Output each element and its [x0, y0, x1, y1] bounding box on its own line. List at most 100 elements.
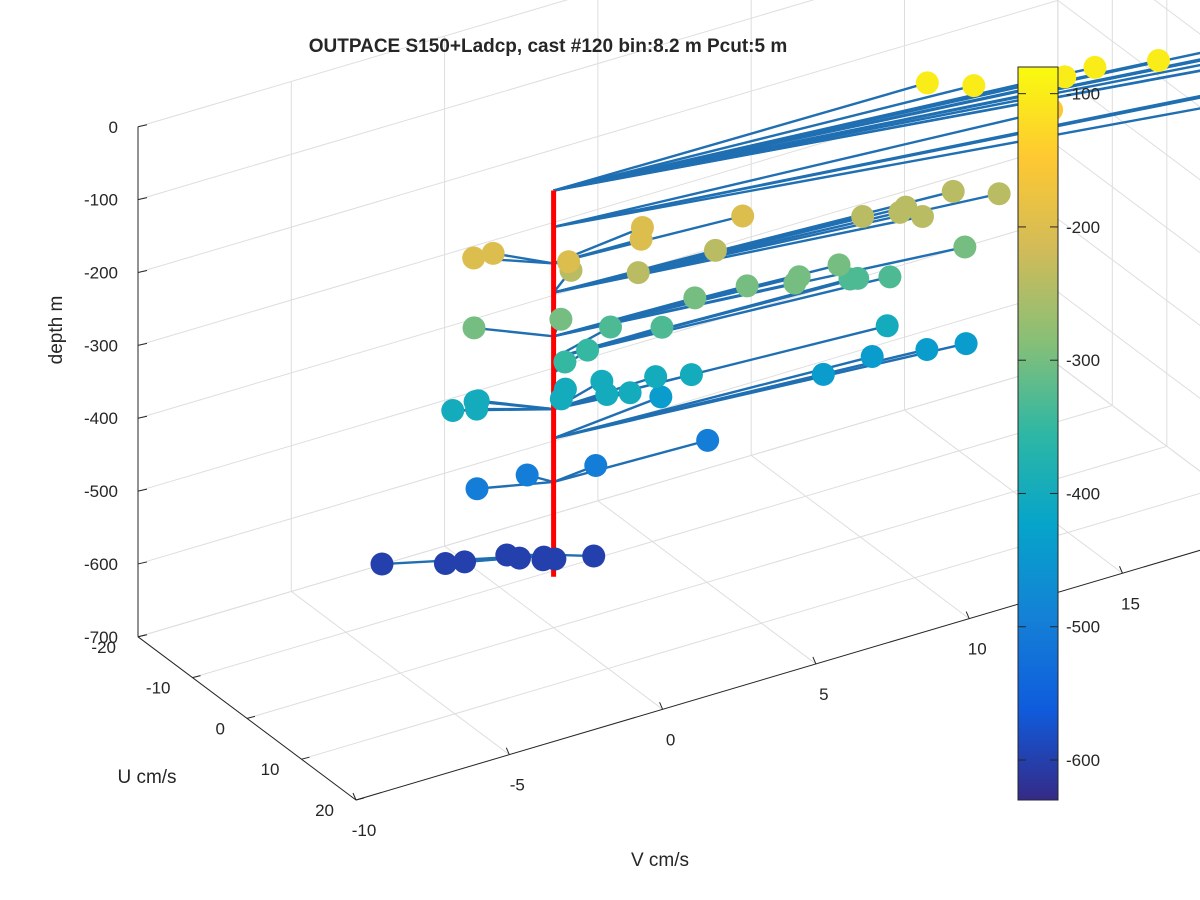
velocity-stem: [553, 96, 1200, 229]
grid-line: [137, 0, 569, 128]
z-axis-label: depth m: [46, 296, 67, 365]
data-point: [1053, 65, 1077, 89]
z-tick-mark: [137, 197, 148, 201]
data-point: [888, 200, 912, 224]
colorbar-tick-label: -600: [1066, 751, 1100, 770]
data-point: [595, 383, 619, 407]
z-tick-label: -200: [84, 264, 118, 283]
velocity-stem: [553, 192, 1000, 294]
colorbar-gradient: [1017, 66, 1059, 801]
z-tick-label: -300: [84, 336, 118, 355]
y-axis-label: U cm/s: [117, 767, 176, 788]
x-tick-mark: [1119, 566, 1123, 574]
data-point: [549, 387, 573, 411]
x-tick-label: 10: [968, 640, 987, 659]
data-point: [433, 552, 457, 576]
grid-line: [1057, 145, 1200, 254]
x-tick-label: 15: [1121, 594, 1140, 613]
grid-line: [137, 0, 815, 201]
colorbar-tick-label: -500: [1066, 618, 1100, 637]
velocity-stem: [553, 84, 975, 192]
data-point: [987, 182, 1011, 206]
velocity-stem: [553, 342, 967, 440]
velocity-stem: [553, 245, 966, 338]
data-point: [783, 271, 807, 295]
data-point: [846, 266, 870, 290]
velocity-stem: [553, 395, 662, 440]
data-point: [878, 265, 902, 289]
data-point: [1146, 49, 1170, 73]
data-point: [953, 235, 977, 259]
data-point: [915, 71, 939, 95]
data-point: [584, 454, 608, 478]
data-point: [598, 315, 622, 339]
data-point: [441, 398, 465, 422]
data-points: [370, 49, 1170, 576]
grid-line: [192, 405, 1113, 679]
z-tick-mark: [137, 342, 148, 346]
y-tick-mark: [355, 797, 365, 801]
data-point: [1083, 55, 1107, 79]
grid-line: [1057, 291, 1200, 399]
data-point: [650, 315, 674, 339]
y-tick-label: 0: [216, 719, 225, 738]
x-tick-label: -5: [510, 776, 525, 795]
data-point: [515, 463, 539, 487]
grid-line: [1153, 0, 1200, 35]
velocity-stem: [553, 275, 891, 360]
colorbar: -100 -200 -300 -400 -500 -600: [1017, 66, 1100, 801]
colorbar-tick-label: -200: [1066, 218, 1100, 237]
data-point: [915, 337, 939, 361]
colorbar-tick-label: -400: [1066, 484, 1100, 503]
y-tick-label: 20: [315, 801, 334, 820]
x-tick-mark: [965, 611, 970, 619]
data-point: [649, 385, 673, 409]
z-tick-label: -400: [84, 409, 118, 428]
velocity-stem: [553, 81, 928, 192]
data-point: [507, 546, 531, 570]
z-tick-label: -600: [84, 555, 118, 574]
grid-line: [137, 364, 1058, 638]
y-tick-label: -10: [146, 679, 171, 698]
z-tick-label: -100: [84, 191, 118, 210]
z-tick-mark: [137, 415, 148, 419]
z-tick-label: -700: [84, 628, 118, 647]
y-tick-label: 10: [261, 760, 280, 779]
z-tick-label: -500: [84, 482, 118, 501]
x-tick-label: 5: [819, 685, 828, 704]
grid-line: [1057, 72, 1200, 181]
data-point: [811, 362, 835, 386]
velocity-stem: [473, 326, 554, 338]
data-point: [875, 314, 899, 338]
tick-labels: 0-100-200-300-400-500-600-700-10-5051015…: [84, 118, 1140, 840]
data-point: [618, 381, 642, 405]
data-point: [543, 547, 567, 571]
data-point: [851, 204, 875, 228]
data-point: [626, 261, 650, 285]
data-point: [481, 241, 505, 265]
z-tick-mark: [137, 270, 148, 273]
colorbar-ticks: -100 -200 -300 -400 -500 -600: [1018, 85, 1100, 770]
grid-line: [1057, 0, 1200, 108]
velocity-stem: [553, 69, 1200, 192]
data-point: [453, 550, 477, 574]
x-tick-mark: [812, 656, 817, 665]
data-point: [465, 397, 489, 421]
data-point: [954, 332, 978, 356]
grid-line: [1058, 0, 1200, 18]
data-point: [370, 552, 394, 576]
z-tick-mark: [137, 124, 148, 128]
colorbar-tick-label: -100: [1066, 85, 1100, 104]
data-point: [910, 204, 934, 228]
data-point: [553, 350, 577, 374]
x-tick-mark: [659, 702, 664, 710]
data-point: [462, 246, 486, 270]
data-point: [557, 250, 581, 274]
y-tick-mark: [137, 634, 147, 638]
y-tick-mark: [301, 756, 310, 760]
data-point: [629, 227, 653, 251]
data-point: [962, 74, 986, 98]
velocity-stem: [553, 107, 1200, 229]
